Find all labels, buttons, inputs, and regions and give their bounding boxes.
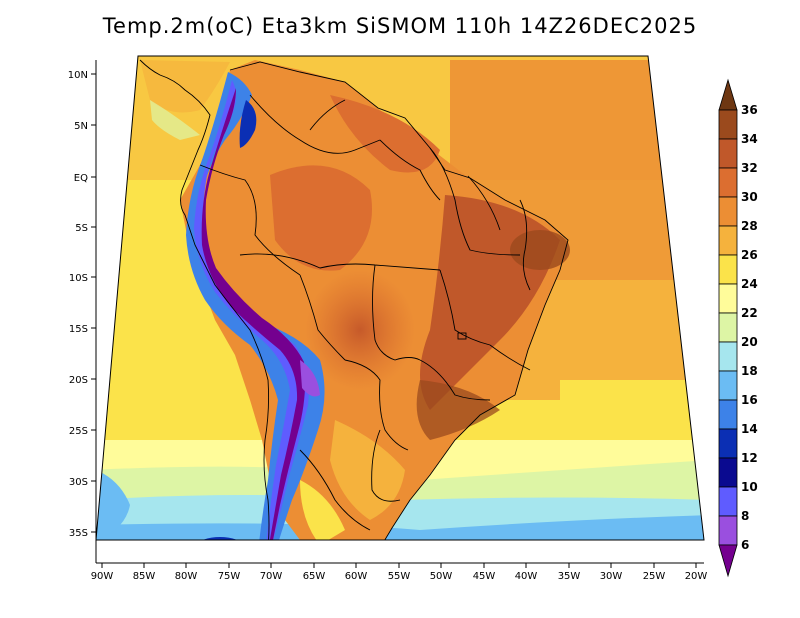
lon-label-25w: 25W xyxy=(643,571,666,582)
colorbar-arrow-bottom xyxy=(718,544,738,578)
lon-label-30w: 30W xyxy=(600,571,623,582)
colorbar-arrow-top xyxy=(718,78,738,111)
lon-label-40w: 40W xyxy=(515,571,538,582)
lat-label-15s: 15S xyxy=(69,324,88,335)
lat-label-5s: 5S xyxy=(75,223,88,234)
colorbar-label: 24 xyxy=(741,277,758,291)
latitude-ticks xyxy=(91,73,96,533)
colorbar-label: 20 xyxy=(741,335,758,349)
lon-label-65w: 65W xyxy=(303,571,326,582)
colorbar-label: 16 xyxy=(741,393,758,407)
colorbar-label: 10 xyxy=(741,480,758,494)
colorbar-swatch xyxy=(718,196,738,227)
colorbar-label: 30 xyxy=(741,190,758,204)
colorbar-swatch xyxy=(718,254,738,285)
lat-label-30s: 30S xyxy=(69,477,88,488)
lat-label-35s: 35S xyxy=(69,528,88,539)
colorbar-swatch xyxy=(718,283,738,314)
colorbar-swatch xyxy=(718,312,738,343)
lon-label-90w: 90W xyxy=(91,571,114,582)
lat-label-5n: 5N xyxy=(74,121,88,132)
colorbar-swatch xyxy=(718,428,738,459)
country-borders xyxy=(139,59,569,540)
lat-label-10s: 10S xyxy=(69,273,88,284)
lon-label-50w: 50W xyxy=(430,571,453,582)
colorbar-swatch xyxy=(718,457,738,488)
colorbar xyxy=(718,78,738,578)
colorbar-swatch xyxy=(718,109,738,140)
colorbar-swatch xyxy=(718,515,738,546)
colorbar-swatch xyxy=(718,167,738,198)
colorbar-label: 8 xyxy=(741,509,749,523)
temperature-field xyxy=(96,56,704,540)
colorbar-label: 14 xyxy=(741,422,758,436)
lon-label-55w: 55W xyxy=(388,571,411,582)
colorbar-label: 6 xyxy=(741,538,749,552)
colorbar-label: 12 xyxy=(741,451,758,465)
lat-label-25s: 25S xyxy=(69,426,88,437)
lon-label-45w: 45W xyxy=(473,571,496,582)
lat-label-20s: 20S xyxy=(69,375,88,386)
colorbar-label: 26 xyxy=(741,248,758,262)
colorbar-swatch xyxy=(718,341,738,372)
lat-label-10n: 10N xyxy=(68,70,88,81)
lon-label-85w: 85W xyxy=(133,571,156,582)
colorbar-label: 28 xyxy=(741,219,758,233)
colorbar-label: 18 xyxy=(741,364,758,378)
lon-label-35w: 35W xyxy=(558,571,581,582)
lon-label-75w: 75W xyxy=(218,571,241,582)
colorbar-label: 36 xyxy=(741,103,758,117)
colorbar-swatch xyxy=(718,486,738,517)
lat-label-eq: EQ xyxy=(74,173,88,184)
colorbar-label: 34 xyxy=(741,132,758,146)
colorbar-swatch xyxy=(718,399,738,430)
colorbar-label: 32 xyxy=(741,161,758,175)
lon-label-20w: 20W xyxy=(685,571,708,582)
colorbar-label: 22 xyxy=(741,306,758,320)
colorbar-swatch xyxy=(718,225,738,256)
longitude-ticks xyxy=(101,563,697,568)
map-frame xyxy=(95,55,705,541)
colorbar-swatch xyxy=(718,370,738,401)
lon-label-60w: 60W xyxy=(345,571,368,582)
lon-label-70w: 70W xyxy=(260,571,283,582)
colorbar-swatch xyxy=(718,138,738,169)
map-title: Temp.2m(oC) Eta3km SiSMOM 110h 14Z26DEC2… xyxy=(102,14,698,38)
lon-label-80w: 80W xyxy=(175,571,198,582)
